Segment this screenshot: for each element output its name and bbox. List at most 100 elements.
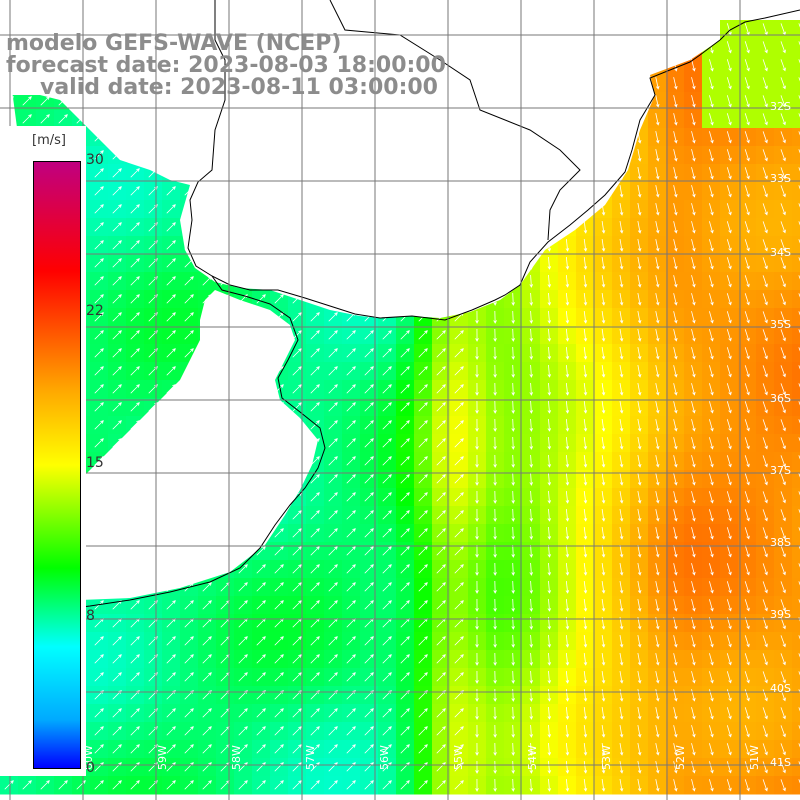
wind-arrow [762, 41, 768, 54]
wind-arrow [364, 726, 374, 736]
wind-arrow [436, 384, 446, 394]
wind-arrow [709, 293, 714, 306]
wind-arrow [400, 438, 410, 448]
wind-speed-cell [792, 668, 800, 687]
wind-arrow [274, 294, 284, 304]
wind-arrow [94, 348, 104, 358]
wind-arrow [780, 491, 786, 504]
wind-arrow [744, 221, 750, 234]
wind-arrow [565, 382, 570, 396]
wind-arrow [655, 257, 660, 270]
wind-arrow [436, 348, 446, 358]
wind-arrow [691, 221, 696, 234]
wind-arrow [709, 401, 714, 414]
wind-arrow [166, 276, 176, 286]
wind-arrow [583, 400, 588, 414]
wind-arrow [637, 779, 642, 792]
wind-arrow [436, 672, 446, 682]
wind-arrow [726, 419, 732, 432]
wind-arrow [292, 528, 302, 538]
wind-arrow [274, 726, 284, 736]
wind-arrow [310, 546, 320, 556]
wind-arrow [166, 600, 176, 610]
wind-arrow [726, 95, 732, 108]
wind-speed-cell [792, 758, 800, 777]
wind-arrow [744, 347, 750, 360]
wind-arrow [744, 275, 750, 288]
wind-arrow [418, 456, 428, 466]
wind-arrow [655, 455, 660, 468]
wind-arrow [762, 203, 768, 216]
wind-arrow [310, 636, 320, 646]
wind-arrow [619, 491, 624, 504]
wind-arrow [511, 400, 515, 414]
wind-speed-cell [792, 380, 800, 399]
wind-arrow [511, 436, 515, 450]
wind-arrow [493, 508, 497, 522]
wind-arrow [601, 383, 606, 396]
wind-arrow [328, 384, 338, 394]
wind-arrow [780, 59, 786, 72]
coastline-uruguay [329, 0, 581, 241]
wind-arrow [655, 293, 660, 306]
wind-arrow [655, 275, 660, 288]
wind-arrow [726, 293, 732, 306]
wind-arrow [202, 636, 212, 646]
wind-arrow [256, 708, 266, 718]
wind-speed-cell [792, 542, 800, 561]
wind-arrow [94, 402, 104, 412]
wind-arrow [529, 652, 534, 666]
map-title-model: modelo GEFS-WAVE (NCEP) [6, 31, 342, 56]
wind-arrow [310, 726, 320, 736]
wind-arrow [166, 204, 176, 214]
wind-arrow [346, 672, 356, 682]
wind-arrow [780, 167, 786, 180]
wind-arrow [475, 364, 479, 378]
longitude-label: 52W [674, 745, 687, 770]
wind-arrow [780, 401, 786, 414]
wind-speed-cell [792, 398, 800, 417]
wind-arrow [583, 670, 588, 684]
wind-arrow [529, 688, 534, 702]
wind-arrow [726, 779, 732, 792]
wind-arrow [637, 581, 642, 594]
wind-arrow [454, 402, 464, 412]
land-mask [0, 0, 720, 620]
wind-arrow [400, 420, 410, 430]
wind-speed-cell [792, 470, 800, 489]
wind-arrow [94, 672, 104, 682]
wind-arrow [511, 580, 515, 594]
wind-arrow [744, 473, 750, 486]
wind-arrow [112, 420, 122, 430]
colorbar-tick-label: 15 [86, 455, 104, 471]
wind-arrow [637, 671, 642, 684]
wind-arrow [493, 418, 497, 432]
wind-arrow [762, 671, 768, 684]
wind-arrow [274, 744, 284, 754]
wind-arrow [762, 401, 768, 414]
wind-arrow [691, 185, 696, 198]
wind-arrow [547, 580, 552, 594]
wind-arrow [601, 329, 606, 342]
wind-arrow [619, 311, 624, 324]
wind-arrow [744, 545, 750, 558]
coastline-argentina [0, 275, 326, 621]
wind-arrow [744, 725, 750, 738]
wind-arrow [274, 636, 284, 646]
wind-arrow [709, 347, 714, 360]
wind-arrow [673, 347, 678, 360]
wind-arrow [637, 563, 642, 576]
wind-arrow [744, 365, 750, 378]
wind-arrow [583, 256, 588, 270]
wind-arrow [256, 672, 266, 682]
wind-arrow [655, 113, 660, 126]
wind-arrow [565, 436, 570, 450]
wind-arrow [547, 724, 552, 738]
wind-arrow [780, 77, 786, 90]
wind-arrow [691, 725, 696, 738]
wind-arrow [454, 456, 464, 466]
wind-arrow [583, 382, 588, 396]
wind-arrow [744, 761, 750, 774]
wind-arrow [475, 580, 479, 594]
